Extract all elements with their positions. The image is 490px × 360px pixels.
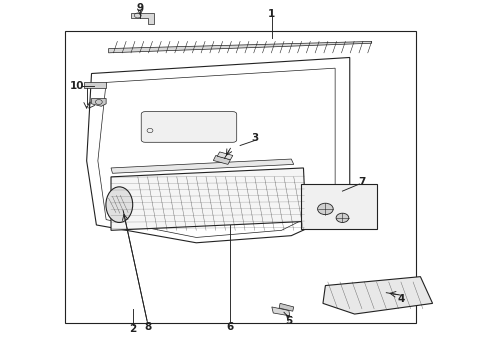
Text: 3: 3 <box>251 133 258 143</box>
Polygon shape <box>323 276 433 314</box>
Polygon shape <box>279 303 294 311</box>
Polygon shape <box>272 307 290 316</box>
Polygon shape <box>111 168 306 230</box>
Bar <box>65 31 416 323</box>
Polygon shape <box>213 156 230 165</box>
Text: 8: 8 <box>144 321 151 332</box>
Text: 5: 5 <box>285 316 293 326</box>
Polygon shape <box>84 82 106 88</box>
Circle shape <box>336 213 349 222</box>
Text: 9: 9 <box>137 3 144 13</box>
Ellipse shape <box>106 187 133 222</box>
FancyBboxPatch shape <box>141 112 237 142</box>
Polygon shape <box>130 13 154 24</box>
Text: 2: 2 <box>129 324 137 334</box>
Text: 10: 10 <box>70 81 84 91</box>
Text: 7: 7 <box>358 177 366 187</box>
Bar <box>301 184 376 229</box>
Text: 1: 1 <box>268 9 275 19</box>
Polygon shape <box>92 98 106 106</box>
Circle shape <box>318 203 333 215</box>
Text: 4: 4 <box>397 294 405 304</box>
Polygon shape <box>111 159 294 173</box>
Polygon shape <box>109 41 372 53</box>
Polygon shape <box>217 152 233 160</box>
Text: 6: 6 <box>227 321 234 332</box>
